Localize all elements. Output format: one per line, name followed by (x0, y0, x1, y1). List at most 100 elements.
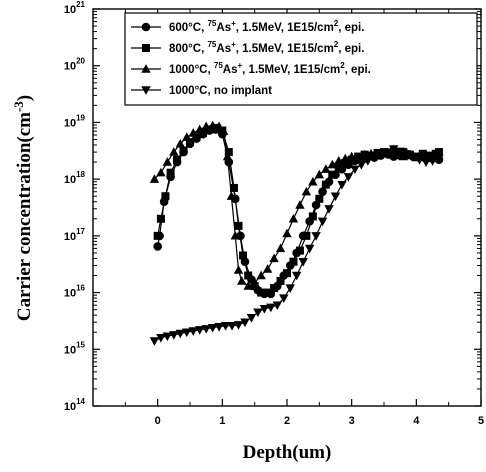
legend-text-part: 1000°C, (169, 64, 214, 76)
data-point-triangle-up (288, 213, 299, 223)
y-tick-label: 1015 (64, 340, 86, 356)
legend-marker-triangle-down (141, 86, 151, 95)
legend-text-part: , epi. (338, 43, 364, 55)
x-tick-label: 3 (349, 415, 355, 427)
data-point-triangle-down (311, 232, 321, 241)
y-tick-exponent: 19 (76, 113, 85, 122)
data-point-triangle-down (272, 301, 282, 311)
data-point-triangle-up (353, 152, 363, 162)
y-tick-exponent: 21 (76, 0, 85, 9)
legend-text-part: As (216, 43, 231, 55)
legend-superscript: + (231, 40, 236, 49)
y-tick-label: 1016 (64, 284, 86, 300)
data-point-triangle-down (182, 328, 192, 338)
data-point-triangle-up (295, 200, 305, 209)
legend-superscript: 75 (207, 40, 216, 49)
data-point-triangle-down (246, 314, 257, 323)
data-point-triangle-up (162, 157, 173, 166)
data-point-triangle-up (195, 124, 205, 134)
data-point-triangle-down (240, 318, 250, 328)
data-point-triangle-up (237, 276, 247, 285)
x-tick-label: 4 (413, 415, 420, 427)
data-point-triangle-up (275, 243, 286, 253)
data-point-square (239, 251, 248, 260)
data-point-triangle-up (188, 128, 198, 137)
data-point-triangle-up (149, 174, 160, 183)
data-point-triangle-down (233, 321, 244, 330)
data-point-triangle-up (230, 230, 240, 240)
data-point-triangle-down (350, 165, 360, 175)
data-point-triangle-up (222, 151, 233, 161)
legend-entry: 1000°C, 75As+, 1.5MeV, 1E15/cm2, epi. (169, 61, 371, 76)
data-point-triangle-up (249, 277, 260, 287)
data-point-triangle-up (308, 176, 318, 186)
x-tick-label: 5 (478, 415, 484, 427)
legend-marker-circle (141, 22, 151, 32)
y-tick-label: 1014 (64, 397, 86, 413)
data-point-triangle-down (285, 284, 295, 293)
data-point-triangle-down (395, 147, 405, 157)
y-tick-base: 10 (64, 4, 76, 16)
x-tick-label: 1 (219, 415, 225, 427)
legend-superscript: 2 (340, 61, 345, 70)
data-point-square (161, 192, 170, 201)
data-point-triangle-up (398, 151, 409, 161)
data-point-triangle-down (414, 156, 425, 165)
x-tick-label: 0 (155, 415, 161, 427)
data-point-square (153, 231, 162, 240)
data-point-triangle-down (259, 304, 270, 314)
data-point-triangle-down (279, 294, 289, 303)
series-line (154, 148, 440, 342)
data-point-triangle-up (175, 138, 185, 148)
y-tick-base: 10 (64, 117, 76, 129)
legend-text-part: , epi. (345, 64, 371, 76)
data-point-triangle-up (226, 191, 237, 200)
data-point-triangle-down (356, 160, 367, 170)
data-point-square (341, 159, 350, 168)
legend-marker-triangle-up (141, 64, 151, 73)
data-point-triangle-down (389, 145, 399, 154)
data-point-triangle-down (207, 324, 218, 333)
data-point-square (257, 288, 266, 297)
data-point-triangle-up (334, 155, 344, 165)
data-point-triangle-up (156, 167, 166, 177)
data-point-square (434, 148, 443, 157)
data-point-triangle-down (382, 148, 392, 157)
data-point-square (334, 163, 343, 172)
data-point-square (166, 168, 175, 177)
data-point-triangle-down (304, 244, 315, 254)
y-tick-label: 1018 (64, 170, 86, 186)
x-axis-title: Depth(um) (243, 442, 332, 463)
data-point-triangle-up (346, 151, 357, 161)
legend-superscript: 75 (207, 19, 216, 28)
data-point-triangle-up (392, 149, 402, 159)
data-point-triangle-down (227, 322, 237, 331)
y-tick-exponent: 15 (76, 340, 85, 349)
data-point-triangle-down (317, 217, 328, 227)
legend-text-part: As (216, 22, 231, 34)
y-tick-exponent: 14 (76, 397, 85, 406)
data-point-triangle-up (169, 147, 179, 156)
legend-text-part: , 1.5MeV, 1E15/cm (236, 22, 334, 34)
y-axis-title-main: Carrier concentration(cm (14, 112, 35, 321)
data-point-triangle-down (401, 150, 412, 159)
legend-marker-square (142, 44, 150, 52)
y-tick-exponent: 20 (76, 57, 85, 66)
data-point-triangle-down (421, 158, 431, 167)
data-point-square (179, 146, 188, 155)
legend-text-part: 1000°C, no implant (169, 85, 272, 97)
data-point-square (295, 246, 304, 255)
data-point-triangle-down (363, 157, 373, 166)
data-point-triangle-down (169, 331, 179, 340)
data-point-triangle-down (266, 303, 276, 313)
x-tick-label: 2 (284, 415, 290, 427)
data-point-square (186, 138, 194, 147)
y-axis-title: Carrier concentration(cm-3) (11, 95, 35, 321)
legend-box (124, 12, 478, 106)
y-tick-label: 1020 (64, 57, 86, 73)
legend-entry: 800°C, 75As+, 1.5MeV, 1E15/cm2, epi. (169, 40, 364, 55)
data-point-triangle-down (298, 258, 308, 267)
data-point-triangle-down (324, 205, 334, 214)
data-point-square (315, 194, 324, 203)
